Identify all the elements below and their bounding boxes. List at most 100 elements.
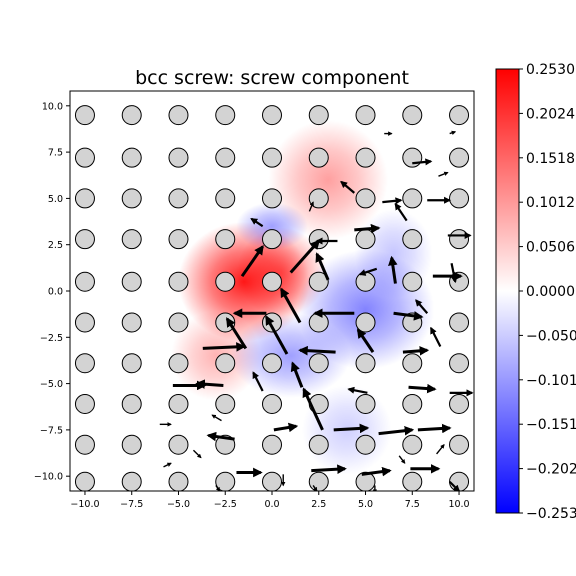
colorbar-tick-label: −0.1518 bbox=[526, 417, 576, 433]
atom-marker bbox=[449, 471, 470, 491]
x-tick-label: 7.5 bbox=[405, 499, 420, 510]
displacement-arrow bbox=[382, 197, 403, 205]
field-blob bbox=[236, 202, 308, 251]
displacement-arrow bbox=[252, 371, 264, 392]
chart-title: bcc screw: screw component bbox=[135, 67, 409, 89]
y-tick-label: −7.5 bbox=[40, 425, 63, 436]
field-blob bbox=[171, 310, 261, 401]
atom-marker bbox=[355, 471, 376, 491]
atom-marker bbox=[121, 229, 142, 250]
field-blob bbox=[230, 313, 351, 398]
atom-marker bbox=[168, 271, 189, 292]
atom-marker bbox=[402, 393, 423, 414]
displacement-arrow bbox=[163, 462, 172, 468]
displacement-arrow bbox=[394, 202, 408, 222]
atom-marker bbox=[215, 271, 236, 292]
colorbar-tick-label: 0.0000 bbox=[526, 284, 575, 300]
displacement-arrow bbox=[361, 466, 392, 477]
atom-marker bbox=[74, 147, 95, 168]
atom-marker bbox=[121, 312, 142, 333]
x-tick-label: −2.5 bbox=[214, 499, 237, 510]
atom-marker bbox=[402, 353, 423, 374]
atom-marker bbox=[121, 188, 142, 209]
atom-marker bbox=[355, 434, 376, 455]
atom-marker bbox=[402, 434, 423, 455]
atom-marker bbox=[449, 434, 470, 455]
y-tick-label: 0.0 bbox=[48, 287, 63, 298]
atom-marker bbox=[355, 147, 376, 168]
atom-marker bbox=[121, 271, 142, 292]
displacement-arrow bbox=[273, 422, 299, 433]
atom-marker bbox=[262, 105, 282, 126]
atoms-layer bbox=[74, 105, 470, 491]
displacement-arrow bbox=[290, 361, 304, 388]
atom-marker bbox=[215, 393, 236, 414]
atom-marker bbox=[262, 229, 282, 250]
displacement-arrow bbox=[356, 328, 375, 353]
displacement-arrow bbox=[358, 267, 378, 276]
colorbar bbox=[495, 68, 520, 514]
colorbar-tick-label: −0.1012 bbox=[526, 373, 576, 389]
atom-marker bbox=[74, 353, 95, 374]
x-tick-label: 0.0 bbox=[264, 499, 279, 510]
displacement-arrow bbox=[449, 130, 457, 135]
atom-marker bbox=[215, 471, 236, 491]
x-tick-label: −7.5 bbox=[120, 499, 143, 510]
atom-marker bbox=[215, 353, 236, 374]
colorbar-tick-label: −0.0506 bbox=[526, 328, 576, 344]
colorbar-tick-label: −0.2024 bbox=[526, 462, 576, 478]
atom-marker bbox=[215, 188, 236, 209]
atom-marker bbox=[74, 105, 95, 126]
atom-marker bbox=[308, 471, 329, 491]
atom-marker bbox=[74, 312, 95, 333]
atom-marker bbox=[121, 353, 142, 374]
atom-marker bbox=[168, 353, 189, 374]
colorbar-tick-label: 0.2530 bbox=[526, 62, 575, 78]
atom-marker bbox=[355, 105, 376, 126]
atom-marker bbox=[121, 471, 142, 491]
atom-marker bbox=[262, 393, 282, 414]
atom-marker bbox=[402, 188, 423, 209]
displacement-arrow bbox=[308, 201, 314, 212]
atom-marker bbox=[449, 105, 470, 126]
atom-marker bbox=[355, 312, 376, 333]
atom-marker bbox=[74, 434, 95, 455]
y-tick-label: 2.5 bbox=[48, 240, 63, 251]
colorbar-tick-label: −0.2530 bbox=[526, 506, 576, 522]
displacement-arrows bbox=[159, 130, 474, 491]
displacement-arrow bbox=[211, 414, 222, 422]
y-tick-label: −10.0 bbox=[34, 472, 63, 483]
y-tick-label: 10.0 bbox=[42, 101, 63, 112]
displacement-arrow bbox=[448, 480, 461, 491]
atom-marker bbox=[308, 434, 329, 455]
displacement-arrow bbox=[215, 485, 221, 491]
atom-marker bbox=[74, 393, 95, 414]
displacement-arrow bbox=[315, 252, 330, 281]
atom-marker bbox=[449, 312, 470, 333]
displacement-arrow bbox=[280, 287, 302, 324]
atom-marker bbox=[308, 105, 329, 126]
atom-marker bbox=[262, 434, 282, 455]
y-tick-label: 7.5 bbox=[48, 148, 63, 159]
atom-marker bbox=[308, 147, 329, 168]
atom-marker bbox=[168, 393, 189, 414]
atom-marker bbox=[215, 229, 236, 250]
atom-marker bbox=[121, 434, 142, 455]
atom-marker bbox=[308, 188, 329, 209]
atom-marker bbox=[449, 147, 470, 168]
displacement-arrow bbox=[388, 255, 398, 284]
atom-marker bbox=[74, 271, 95, 292]
displacement-arrow bbox=[415, 299, 429, 314]
atom-marker bbox=[308, 312, 329, 333]
displacement-arrow bbox=[192, 449, 202, 459]
atom-marker bbox=[355, 353, 376, 374]
colorbar-tick-label: 0.1518 bbox=[526, 151, 575, 167]
colorbar-tick-label: 0.2024 bbox=[526, 106, 575, 122]
atom-marker bbox=[308, 229, 329, 250]
atom-marker bbox=[402, 229, 423, 250]
atom-marker bbox=[121, 105, 142, 126]
atom-marker bbox=[262, 353, 282, 374]
atom-marker bbox=[121, 147, 142, 168]
displacement-arrow bbox=[393, 311, 424, 321]
